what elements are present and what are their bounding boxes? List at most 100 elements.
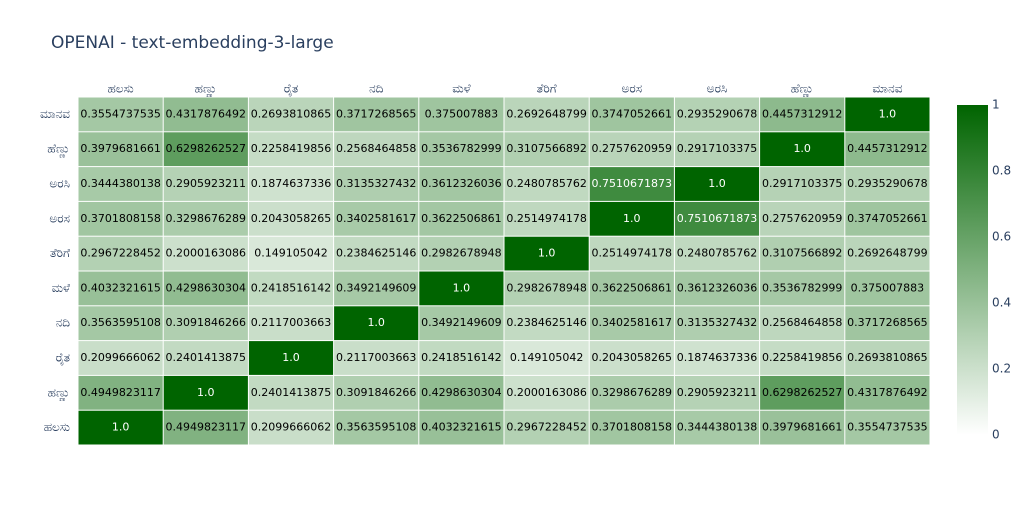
cell-label: 0.2693810865	[251, 107, 331, 120]
cell-label: 0.2117003663	[251, 316, 331, 329]
colorbar	[957, 105, 988, 435]
x-tick-label: ಹಲಸು	[107, 82, 133, 96]
cell-label: 0.2692648799	[847, 247, 927, 260]
heatmap-cell	[674, 341, 760, 375]
heatmap-cell	[589, 201, 674, 236]
cell-label: 0.6298262527	[762, 386, 842, 399]
cell-label: 0.3747052661	[847, 212, 927, 225]
x-tick-label: ಹೆಣ್ಣು	[791, 82, 814, 98]
cell-label: 0.4457312912	[762, 107, 842, 120]
cell-label: 0.2568464858	[336, 142, 416, 155]
y-tick-label: ನದಿ	[56, 316, 71, 330]
heatmap-cell	[78, 375, 163, 410]
heatmap-cell	[78, 132, 163, 167]
y-tick-label: ಹೆಣ್ಣು	[47, 142, 70, 158]
cell-label: 0.2258419856	[762, 351, 842, 364]
heatmap-cell	[78, 97, 163, 132]
heatmap-cell	[845, 167, 930, 201]
heatmap-cell	[589, 271, 674, 306]
heatmap-cell	[248, 271, 334, 306]
cell-label: 0.375007883	[851, 281, 924, 294]
heatmap-cell	[419, 375, 504, 410]
heatmap-cell	[589, 375, 674, 410]
x-tick-label: ಹಣ್ಣು	[195, 82, 217, 98]
heatmap-cell	[419, 306, 504, 341]
heatmap-cell	[78, 271, 163, 306]
heatmap-cell	[419, 236, 504, 271]
y-tick-label: ತೆರಿಗೆ	[50, 246, 71, 260]
colorbar-tick-label: 1	[992, 98, 1000, 112]
heatmap-cell	[248, 167, 334, 201]
x-tick-label: ಮಳೆ	[452, 82, 471, 96]
cell-label: 0.2480785762	[677, 247, 757, 260]
cell-label: 0.2384625146	[336, 247, 416, 260]
cell-label: 0.2905923211	[166, 177, 246, 190]
cell-label: 0.2982678948	[506, 281, 586, 294]
cell-label: 0.3091846266	[166, 316, 246, 329]
heatmap-cell	[163, 167, 248, 201]
cell-label: 0.1874637336	[677, 351, 757, 364]
cell-label: 0.4317876492	[847, 386, 927, 399]
cell-label: 0.2514974178	[592, 247, 672, 260]
x-tick-label: ಅರಸಿ	[707, 82, 728, 96]
heatmap-cell	[760, 410, 845, 445]
cell-label: 0.7510671873	[677, 212, 757, 225]
cell-label: 1.0	[197, 386, 215, 399]
cell-label: 0.3536782999	[762, 281, 842, 294]
cell-label: 0.3135327432	[677, 316, 757, 329]
cell-label: 0.3979681661	[762, 421, 842, 434]
heatmap-cell	[760, 97, 845, 132]
cell-label: 0.4949823117	[80, 386, 160, 399]
cell-label: 0.3444380138	[677, 421, 757, 434]
heatmap-cell	[845, 306, 930, 341]
heatmap-cell	[334, 201, 419, 236]
cell-label: 0.4317876492	[166, 107, 246, 120]
cell-label: 0.3091846266	[336, 386, 416, 399]
heatmap-cell	[163, 410, 248, 445]
heatmap-cell	[674, 132, 760, 167]
cell-label: 0.3402581617	[592, 316, 672, 329]
y-tick-label: ಹಣ್ಣು	[48, 385, 70, 401]
cell-label: 0.3979681661	[80, 142, 160, 155]
cell-label: 0.4032321615	[80, 281, 160, 294]
heatmap-cell	[760, 167, 845, 201]
heatmap-cell	[674, 306, 760, 341]
cell-label: 0.3536782999	[421, 142, 501, 155]
cell-label: 1.0	[708, 177, 726, 190]
heatmap-cell	[334, 306, 419, 341]
heatmap-cell	[334, 341, 419, 375]
cell-label: 0.149105042	[254, 247, 327, 260]
x-tick-label: ಮಾನವ	[872, 82, 902, 96]
heatmap-cell	[674, 201, 760, 236]
colorbar-tick-label: 0	[992, 428, 1000, 442]
cell-label: 0.3107566892	[762, 247, 842, 260]
x-tick-label: ನದಿ	[369, 82, 384, 96]
cell-label: 0.7510671873	[592, 177, 672, 190]
heatmap-cell	[674, 167, 760, 201]
heatmap-cell	[163, 97, 248, 132]
cell-label: 0.2935290678	[847, 177, 927, 190]
cell-label: 0.4032321615	[421, 421, 501, 434]
heatmap-cell	[419, 341, 504, 375]
y-tick-label: ಮಾನವ	[40, 107, 70, 121]
heatmap-cell	[248, 341, 334, 375]
cell-label: 0.375007883	[425, 107, 498, 120]
cell-label: 0.2967228452	[506, 421, 586, 434]
y-tick-label: ಅರಸಿ	[49, 177, 70, 191]
cell-label: 0.2384625146	[506, 316, 586, 329]
cell-label: 1.0	[538, 247, 556, 260]
heatmap-cell	[419, 271, 504, 306]
cell-label: 0.3563595108	[336, 421, 416, 434]
heatmap-cell	[163, 341, 248, 375]
cell-label: 0.2401413875	[251, 386, 331, 399]
cell-label: 0.4457312912	[847, 142, 927, 155]
heatmap-cell	[78, 167, 163, 201]
cell-label: 0.2905923211	[677, 386, 757, 399]
heatmap-cell	[248, 236, 334, 271]
cell-label: 0.3612326036	[421, 177, 501, 190]
heatmap-cell	[419, 201, 504, 236]
x-tick-label: ರೈತ	[284, 82, 298, 97]
heatmap-cell	[589, 97, 674, 132]
cell-label: 0.2757620959	[592, 142, 672, 155]
cell-label: 0.3554737535	[80, 107, 160, 120]
